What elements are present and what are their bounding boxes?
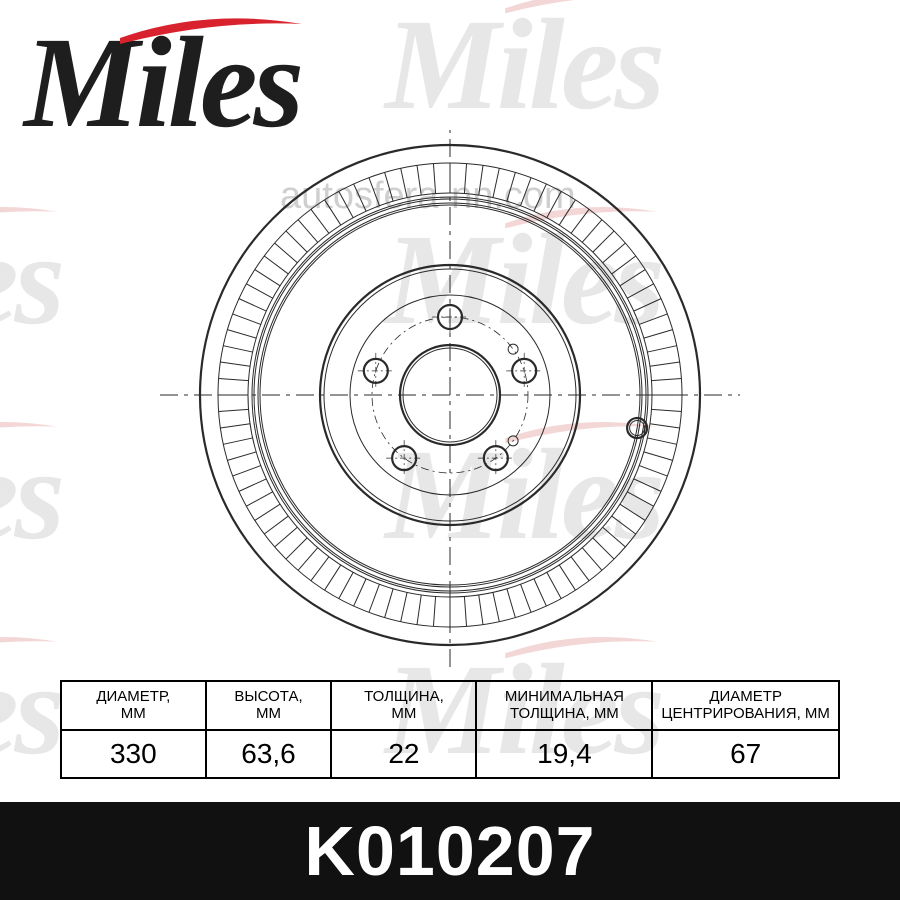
- part-number: K010207: [304, 811, 595, 891]
- brand-logo-text: Miles: [24, 8, 300, 158]
- spec-value-3: 19,4: [476, 730, 652, 778]
- spec-header-1: ВЫСОТА,ММ: [206, 681, 332, 730]
- disc-diagram: [0, 130, 900, 670]
- spec-header-0: ДИАМЕТР,ММ: [61, 681, 206, 730]
- specs-table: ДИАМЕТР,ММВЫСОТА,ММТОЛЩИНА,МММИНИМАЛЬНАЯ…: [60, 680, 840, 779]
- spec-value-1: 63,6: [206, 730, 332, 778]
- spec-header-3: МИНИМАЛЬНАЯТОЛЩИНА, ММ: [476, 681, 652, 730]
- footer-bar: K010207: [0, 802, 900, 900]
- spec-header-2: ТОЛЩИНА,ММ: [331, 681, 476, 730]
- spec-value-4: 67: [652, 730, 839, 778]
- spec-header-4: ДИАМЕТРЦЕНТРИРОВАНИЯ, ММ: [652, 681, 839, 730]
- spec-value-2: 22: [331, 730, 476, 778]
- spec-value-0: 330: [61, 730, 206, 778]
- brand-logo: Miles: [24, 8, 300, 158]
- swoosh-icon: [116, 4, 306, 52]
